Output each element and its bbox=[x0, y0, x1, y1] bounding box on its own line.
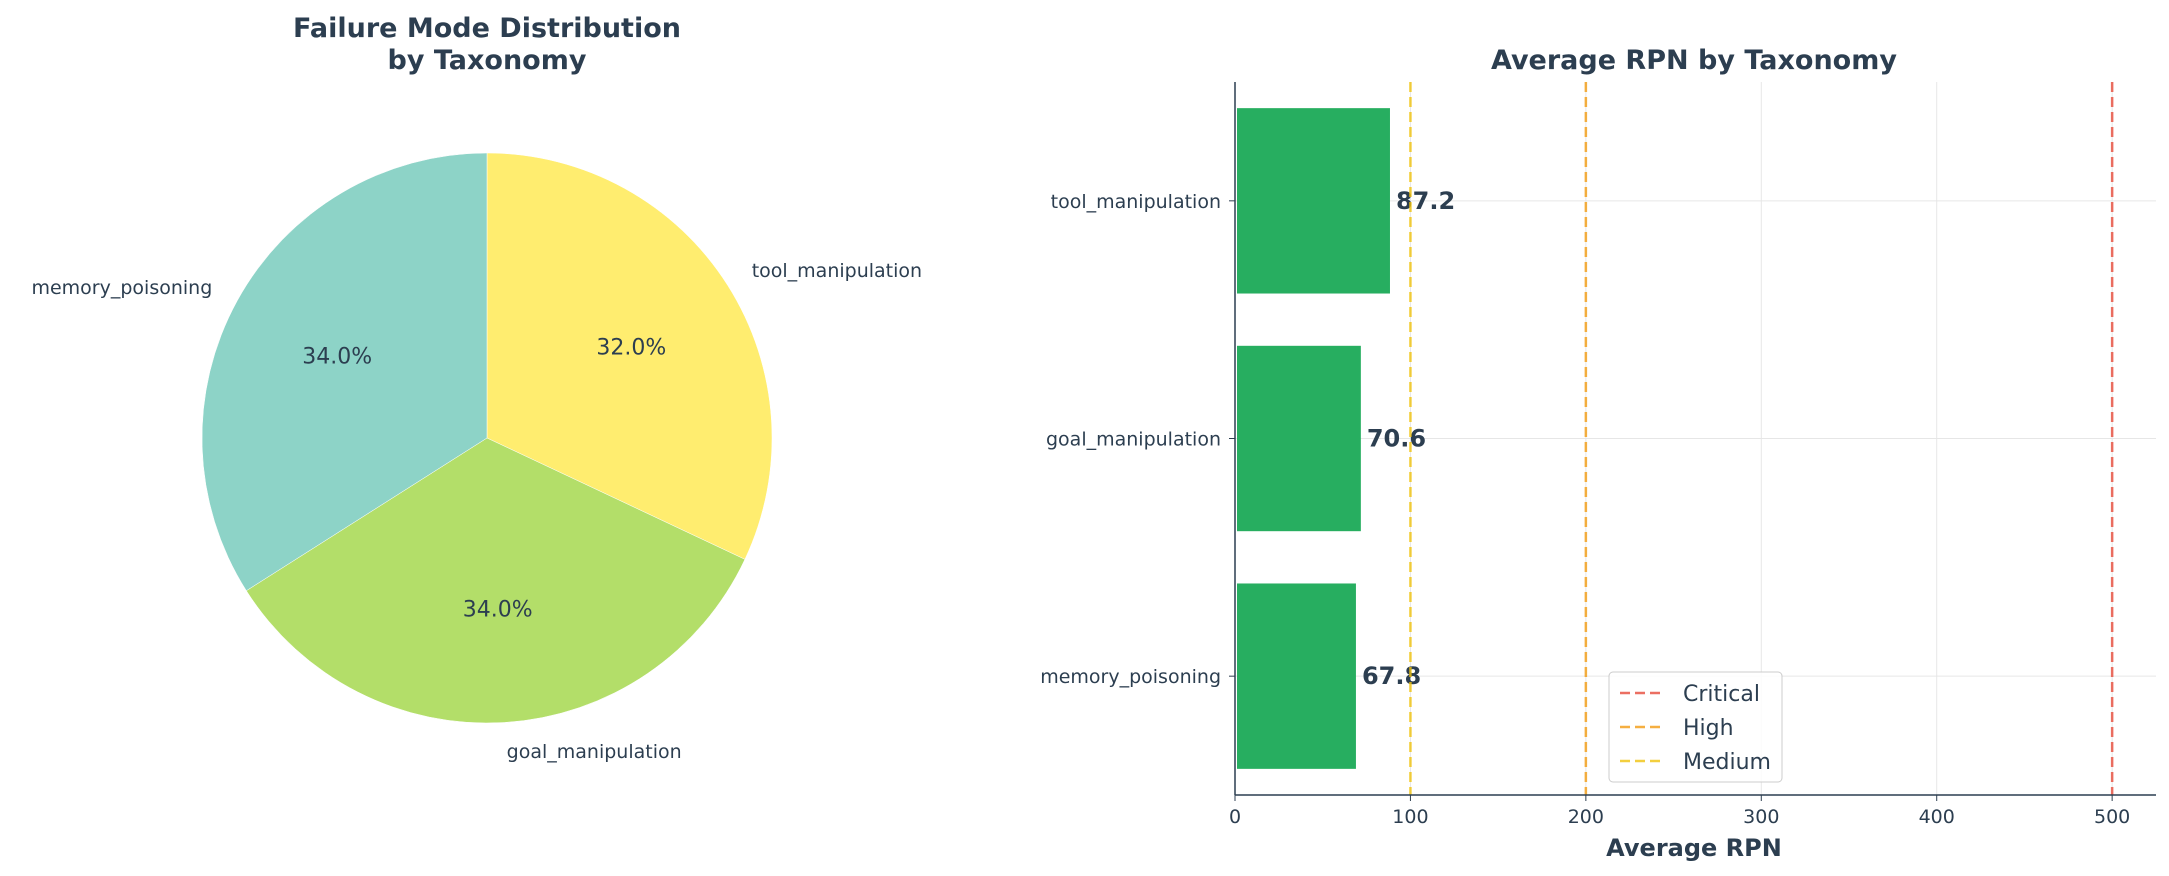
x-axis-label: Average RPN bbox=[1606, 834, 1782, 862]
bar-goal-manipulation bbox=[1237, 345, 1361, 532]
bar-memory-poisoning bbox=[1237, 583, 1356, 769]
pie-label-tool-manipulation: tool_manipulation bbox=[752, 260, 922, 282]
pie-label-goal-manipulation: goal_manipulation bbox=[507, 741, 682, 763]
x-tick-label-500: 500 bbox=[2094, 806, 2130, 828]
bar-chart: Average RPN by Taxonomy 67.8 70.6 87.2 mem… bbox=[1040, 45, 2156, 862]
y-tick-label-memory-poisoning: memory_poisoning bbox=[1040, 666, 1221, 688]
bar-value-label-memory-poisoning: 67.8 bbox=[1362, 662, 1421, 690]
x-tick-label-200: 200 bbox=[1568, 806, 1604, 828]
pie-slice-goal-manipulation bbox=[246, 437, 746, 724]
pie-label-memory-poisoning: memory_poisoning bbox=[31, 277, 212, 299]
pie-pct-tool-manipulation: 32.0% bbox=[596, 335, 666, 360]
x-tick-label-100: 100 bbox=[1392, 806, 1428, 828]
x-tick-label-400: 400 bbox=[1919, 806, 1955, 828]
x-tick-label-0: 0 bbox=[1229, 806, 1241, 828]
legend-label-high: High bbox=[1683, 716, 1734, 741]
y-tick-label-goal-manipulation: goal_manipulation bbox=[1046, 429, 1221, 451]
pie-pct-goal-manipulation: 34.0% bbox=[463, 598, 533, 623]
legend-label-medium: Medium bbox=[1683, 750, 1771, 775]
x-tick-label-300: 300 bbox=[1743, 806, 1779, 828]
pie-title-line-1: Failure Mode Distribution bbox=[293, 13, 681, 44]
legend-label-critical: Critical bbox=[1683, 682, 1760, 707]
legend-box bbox=[1608, 671, 1783, 783]
bar-value-label-tool-manipulation: 87.2 bbox=[1396, 187, 1455, 215]
bar-tool-manipulation bbox=[1237, 108, 1390, 294]
pie-pct-memory-poisoning: 34.0% bbox=[302, 345, 372, 370]
bar-value-label-goal-manipulation: 70.6 bbox=[1367, 425, 1426, 453]
pie-slice-tool-manipulation bbox=[486, 152, 773, 560]
y-tick-label-tool-manipulation: tool_manipulation bbox=[1051, 191, 1221, 213]
pie-chart: Failure Mode Distribution by Taxonomy 32… bbox=[31, 13, 922, 763]
pie-title-line-2: by Taxonomy bbox=[388, 45, 587, 76]
pie-slice-memory-poisoning bbox=[201, 152, 488, 592]
bar-title: Average RPN by Taxonomy bbox=[1491, 45, 1897, 76]
